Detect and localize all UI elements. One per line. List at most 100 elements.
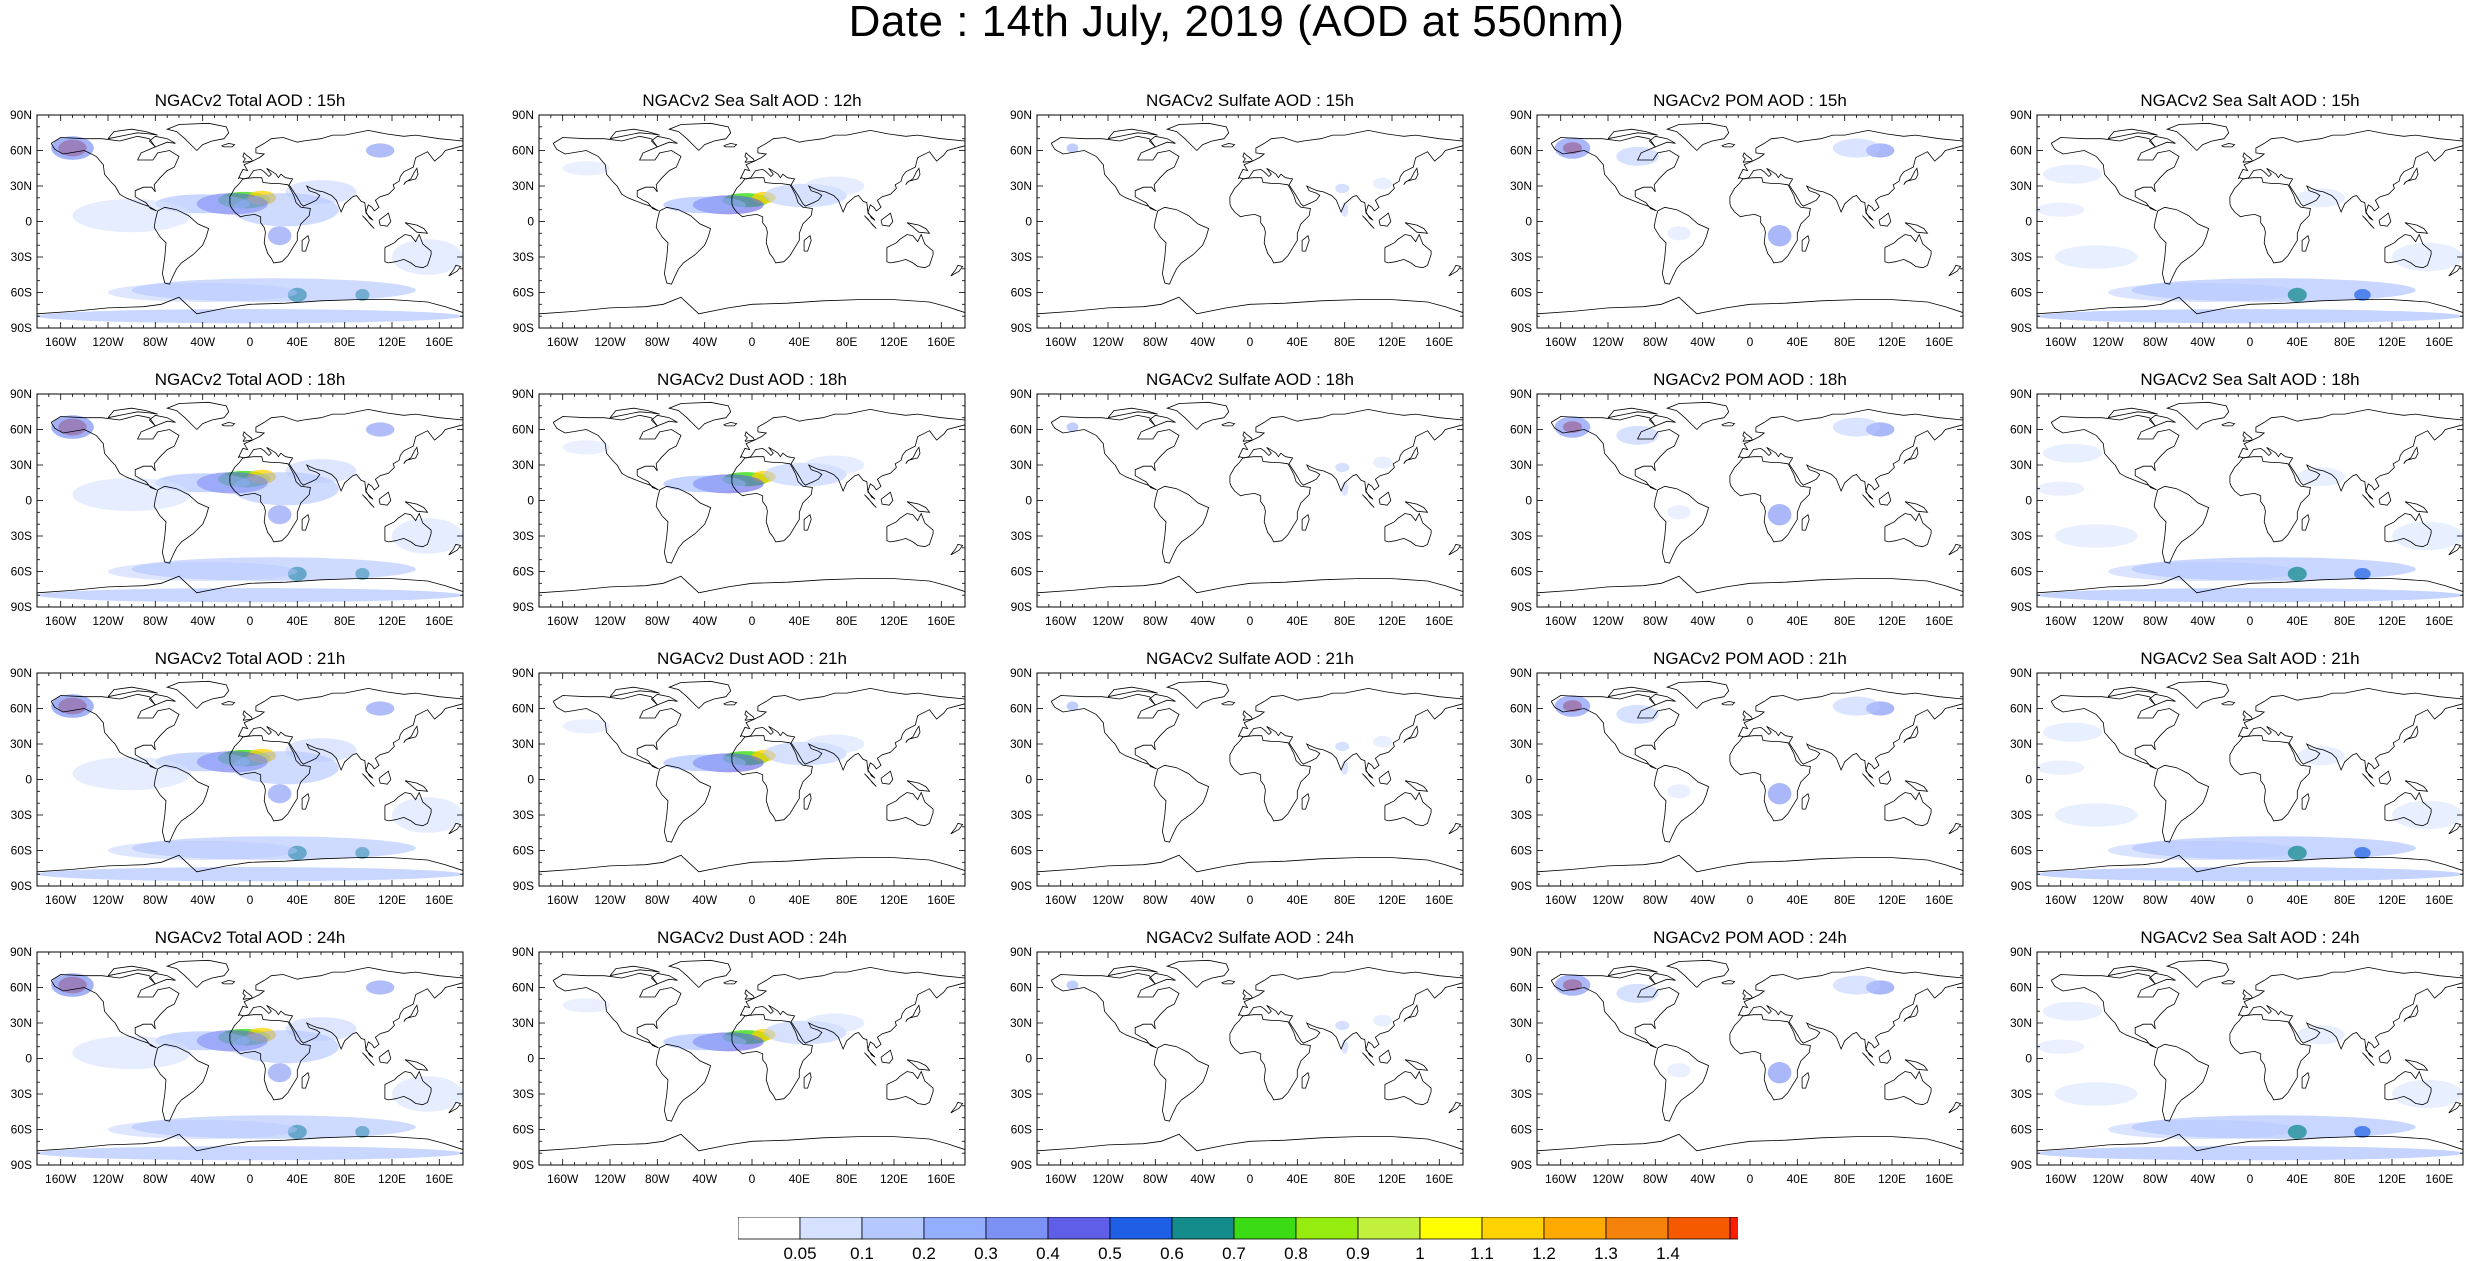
map-panel: NGACv2 Sulfate AOD : 21h 160W 120W 80W 40W 0 4… <box>1000 649 1500 920</box>
coastline <box>906 501 931 513</box>
coastline <box>1607 407 1658 419</box>
lon-tick-label: 0 <box>749 1172 756 1186</box>
aod-plume <box>232 472 339 506</box>
coastline <box>1550 972 1680 1049</box>
aod-plume <box>2037 760 2085 775</box>
lon-tick-label: 40W <box>692 1172 717 1186</box>
map-panel: NGACv2 Dust AOD : 24h 160W 120W 80W 40W 0 40E 8… <box>502 928 1002 1199</box>
aod-plume <box>392 239 463 275</box>
coastline <box>1537 854 1963 873</box>
coastline <box>2384 791 2432 827</box>
coastline <box>1165 122 1230 151</box>
lat-tick-label: 60S <box>2011 565 2032 579</box>
coastline <box>2221 979 2236 985</box>
lat-tick-label: 30N <box>512 179 534 193</box>
coastline <box>165 401 230 430</box>
aod-plume <box>1335 741 1350 752</box>
world-map: 160W 120W 80W 40W 0 40E 80E 120E 160E 90N 60N 30N 0 3… <box>512 666 966 907</box>
lon-tick-label: 160E <box>1925 614 1953 628</box>
coastline <box>1904 1059 1929 1071</box>
lon-tick-label: 80W <box>1643 614 1668 628</box>
lat-tick-label: 90N <box>1510 666 1532 680</box>
colorbar-swatch <box>1419 1217 1483 1240</box>
aod-field <box>562 998 865 1052</box>
lon-tick-label: 40W <box>2190 893 2215 907</box>
coastline <box>655 485 712 564</box>
coastlines <box>37 680 463 873</box>
coastline <box>2362 1052 2375 1066</box>
aod-plume <box>287 287 307 302</box>
aod-plume <box>562 998 610 1013</box>
lon-tick-label: 80W <box>1143 335 1168 349</box>
world-map: 160W 120W 80W 40W 0 40E 80E 120E 160E 90N 60N 30N 0 3… <box>10 387 464 628</box>
coastline <box>404 501 429 513</box>
coastline <box>1721 421 1736 427</box>
coastline <box>1607 128 1658 140</box>
lon-tick-label: 160E <box>425 893 453 907</box>
lon-tick-label: 160E <box>425 335 453 349</box>
lat-tick-label: 90N <box>512 666 534 680</box>
coastline <box>2448 1101 2462 1114</box>
lon-tick-label: 40W <box>1190 614 1215 628</box>
lat-tick-label: 90S <box>11 321 32 335</box>
coastlines <box>1037 680 1463 873</box>
tick-marks <box>1536 951 1964 1166</box>
coastline <box>1448 543 1462 556</box>
aod-plume <box>1767 783 1792 805</box>
map-panel: NGACv2 Sulfate AOD : 18h 160W 120W 80W 40W 0 4… <box>1000 370 1500 641</box>
aod-plume <box>1832 975 1881 995</box>
aod-plume <box>285 1017 357 1041</box>
coastline <box>1237 408 1463 500</box>
map-panel: NGACv2 Total AOD : 18h 160W 120W 80W 40W 0 40E… <box>0 370 500 641</box>
coastline <box>2037 854 2463 873</box>
lat-tick-label: 30S <box>11 529 32 543</box>
lon-tick-label: 160W <box>2045 614 2077 628</box>
coastline <box>50 693 180 770</box>
aod-field <box>2037 1001 2463 1161</box>
tick-marks <box>36 114 464 329</box>
aod-plume <box>72 1036 191 1070</box>
colorbar-swatch <box>985 1217 1049 1240</box>
lat-tick-label: 30S <box>1011 250 1032 264</box>
coastline <box>107 128 158 140</box>
coastline <box>237 408 463 500</box>
aod-field <box>1554 137 1895 247</box>
lon-tick-label: 40E <box>1787 893 1808 907</box>
coastline <box>1148 135 1176 148</box>
coastline <box>2037 1133 2463 1152</box>
aod-plume <box>1767 1062 1792 1084</box>
lat-tick-label: 90N <box>512 387 534 401</box>
coastline <box>1165 680 1230 709</box>
coastline <box>107 965 158 977</box>
colorbar-swatch <box>738 1217 801 1240</box>
lat-tick-label: 60S <box>2011 844 2032 858</box>
coastline <box>148 135 176 148</box>
coastline <box>2448 264 2462 277</box>
coastline <box>1862 215 1875 229</box>
world-map: 160W 120W 80W 40W 0 40E 80E 120E 160E 90N 60N 30N 0 3… <box>10 108 464 349</box>
colorbar-swatch <box>1233 1217 1297 1240</box>
lon-tick-label: 120W <box>92 614 124 628</box>
aod-plume <box>562 719 610 734</box>
map-panel: NGACv2 Sea Salt AOD : 18h 160W 120W 80W 40W 0… <box>2000 370 2473 641</box>
lat-tick-label: 0 <box>2025 1052 2032 1066</box>
coastline <box>1903 725 1919 744</box>
coastline <box>609 407 660 419</box>
coastline <box>1884 512 1932 548</box>
aod-plume <box>1616 146 1659 166</box>
lon-tick-label: 40E <box>789 893 810 907</box>
map-frame <box>1536 951 1964 1166</box>
lat-tick-label: 30N <box>1510 1016 1532 1030</box>
lat-tick-label: 0 <box>25 773 32 787</box>
coastlines <box>37 401 463 594</box>
coastline <box>1050 693 1180 770</box>
coastline <box>864 1052 877 1066</box>
lon-tick-label: 80E <box>1834 893 1855 907</box>
aod-field <box>1554 416 1895 526</box>
aod-plume <box>131 836 416 860</box>
lat-tick-label: 0 <box>1525 1052 1532 1066</box>
lon-tick-label: 120W <box>1092 1172 1124 1186</box>
coastline <box>655 206 712 285</box>
lon-tick-label: 40E <box>1287 893 1308 907</box>
coastlines <box>1037 401 1463 594</box>
